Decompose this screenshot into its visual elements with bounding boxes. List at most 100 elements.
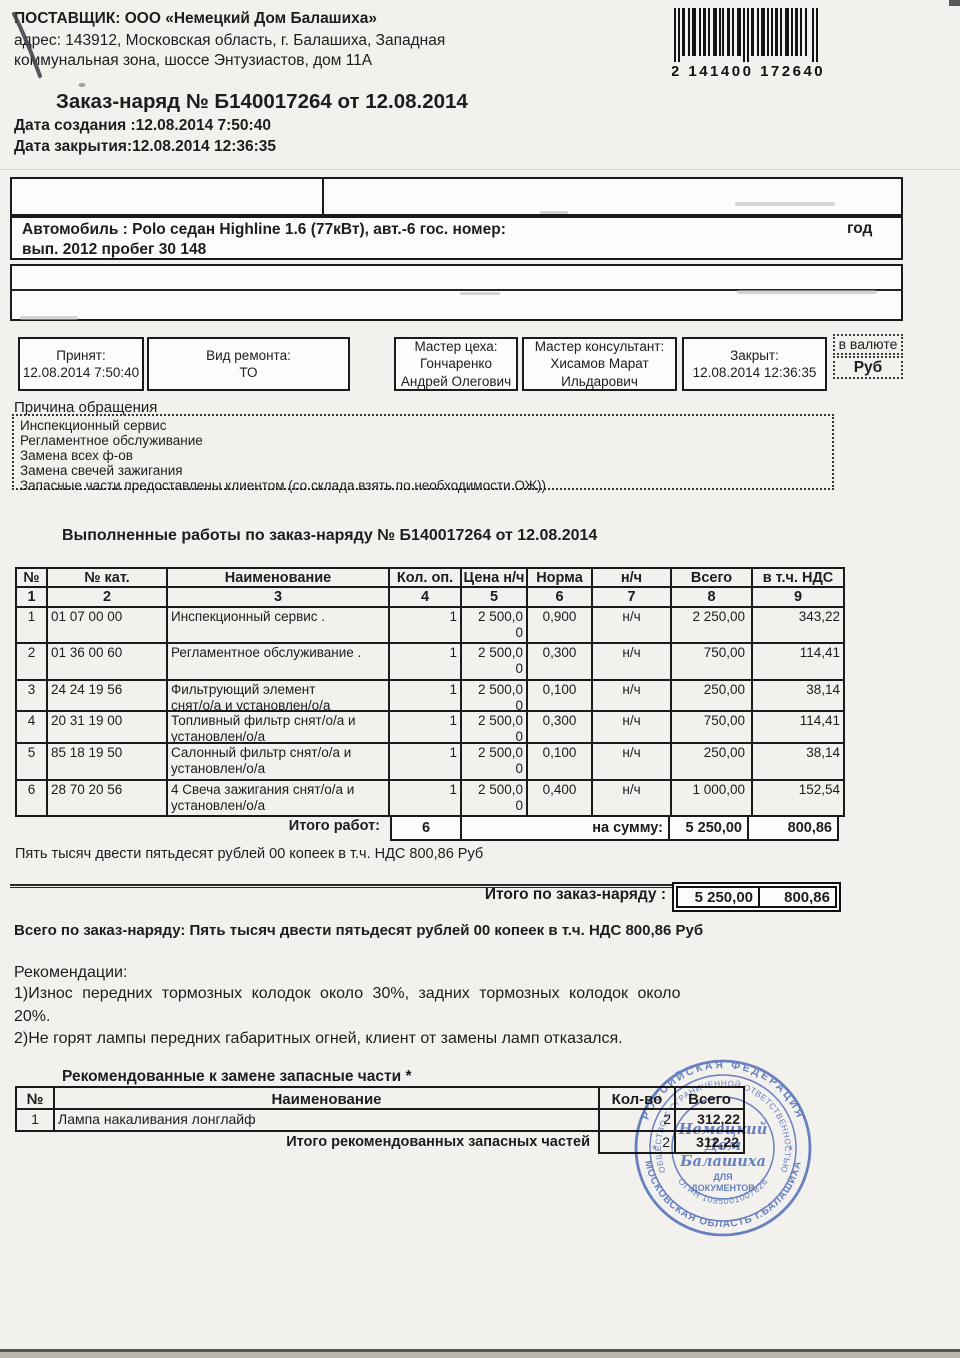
works-cell: Фильтрующий элемент снят/о/а и установле… (168, 681, 390, 712)
reason-item: Запасные части предоставлены клиентом (с… (20, 478, 546, 493)
works-cell: 3 (15, 681, 48, 712)
works-cell: 1 (390, 644, 462, 681)
accepted-box: Принят: 12.08.2014 7:50:40 (18, 337, 144, 391)
works-cell: Салонный фильтр снят/о/а и установлен/о/… (168, 744, 390, 781)
order-total-sum: 5 250,00 (676, 886, 760, 908)
works-cell: 1 (15, 608, 48, 644)
recommendation-line: 20%. (14, 1008, 51, 1025)
spare-cell: Лампа накаливания лонглайф (55, 1110, 600, 1132)
works-header-cell: н/ч (593, 567, 672, 588)
double-rule (10, 884, 672, 888)
works-cell: 6 (15, 781, 48, 817)
works-colnum-cell: 5 (462, 588, 528, 608)
currency-label-box: в валюте (833, 334, 903, 355)
scan-artifact-smudge (735, 202, 835, 206)
works-cell: 2 (15, 644, 48, 681)
stamp-center-line1: Немецкий (678, 1121, 767, 1138)
owner-info-box (10, 264, 903, 321)
works-header-cell: в т.ч. НДС (753, 567, 845, 588)
barcode-number: 2 141400 172640 (672, 63, 824, 80)
stamp-star-right: * (788, 1142, 793, 1157)
scan-artifact-smudge (460, 292, 500, 295)
amount-in-words: Пять тысяч двести пятьдесят рублей 00 ко… (15, 846, 484, 862)
works-cell: 2 500,0 0 (462, 744, 528, 781)
works-cell: 01 36 00 60 (48, 644, 168, 681)
supplier-name: ПОСТАВЩИК: ООО «Немецкий Дом Балашиха» (14, 10, 377, 27)
works-total-row: Итого работ: 6 на сумму: 5 250,00 800,86 (15, 815, 839, 841)
scan-artifact-faint-line (0, 169, 960, 170)
works-header-cell: № (15, 567, 48, 588)
order-total-vat: 800,86 (758, 886, 837, 908)
works-colnum-cell: 4 (390, 588, 462, 608)
works-cell: 1 (390, 781, 462, 817)
scan-artifact-smudge (540, 211, 568, 214)
works-cell: 0,100 (528, 681, 593, 712)
scan-artifact-bottom-band (0, 1352, 960, 1358)
spare-cell: 1 (15, 1110, 55, 1132)
scan-artifact-corner (949, 0, 960, 6)
works-colnum-cell: 9 (753, 588, 845, 608)
works-cell: Топливный фильтр снят/о/а и установлен/о… (168, 712, 390, 744)
works-cell: Регламентное обслуживание . (168, 644, 390, 681)
works-colnum-cell: 6 (528, 588, 593, 608)
works-total-qty: 6 (390, 815, 462, 841)
spare-total-label: Итого рекомендованных запасных частей (286, 1134, 590, 1150)
spare-total-sum: 312,22 (674, 1130, 745, 1154)
reason-label: Причина обращения (14, 399, 158, 416)
works-cell: Инспекционный сервис . (168, 608, 390, 644)
works-cell: 24 24 19 56 (48, 681, 168, 712)
works-cell: 250,00 (672, 681, 753, 712)
works-cell: 85 18 19 50 (48, 744, 168, 781)
works-cell: 1 (390, 744, 462, 781)
shop-master-box: Мастер цеха: Гончаренко Андрей Олегович (394, 337, 518, 391)
scan-artifact-bottom-line (0, 1349, 960, 1352)
vehicle-line-1: Автомобиль : Polo седан Highline 1.6 (77… (22, 221, 506, 238)
vehicle-box: Автомобиль : Polo седан Highline 1.6 (77… (10, 216, 903, 260)
stamp-center-line2: Дом (704, 1137, 741, 1154)
works-cell: н/ч (593, 744, 672, 781)
works-colnum-cell: 1 (15, 588, 48, 608)
stamp-purpose-line1: ДЛЯ (713, 1172, 732, 1182)
works-colnum-cell: 7 (593, 588, 672, 608)
supplier-address-line2: коммунальная зона, шоссе Энтузиастов, до… (14, 52, 373, 69)
order-title: Заказ-наряд № Б140017264 от 12.08.2014 (56, 90, 468, 113)
works-cell: 343,22 (753, 608, 845, 644)
pen-mark (12, 12, 86, 87)
works-cell: 2 500,0 0 (462, 712, 528, 744)
recommendations-title: Рекомендации: (14, 964, 128, 981)
works-cell: 2 500,0 0 (462, 608, 528, 644)
works-cell: 5 (15, 744, 48, 781)
works-cell: 0,300 (528, 712, 593, 744)
vehicle-year-label: год (847, 220, 873, 237)
works-cell: 750,00 (672, 712, 753, 744)
works-cell: 114,41 (753, 712, 845, 744)
works-colnum-cell: 3 (168, 588, 390, 608)
works-cell: 4 Свеча зажигания снят/о/а и установлен/… (168, 781, 390, 817)
vehicle-line-2: вып. 2012 пробег 30 148 (22, 241, 207, 258)
works-cell: 1 000,00 (672, 781, 753, 817)
works-cell: 0,900 (528, 608, 593, 644)
works-header-cell: Наименование (168, 567, 390, 588)
scan-artifact-smudge (20, 316, 78, 320)
works-cell: 38,14 (753, 681, 845, 712)
works-cell: 0,100 (528, 744, 593, 781)
spare-header-cell: № (15, 1086, 55, 1110)
owner-info-divider (12, 289, 901, 291)
works-cell: 114,41 (753, 644, 845, 681)
recommendation-line: 2)Не горят лампы передних габаритных огн… (14, 1030, 623, 1047)
stamp-center-line3: Балашиха (679, 1153, 766, 1170)
order-total-words: Всего по заказ-наряду: Пять тысяч двести… (14, 922, 704, 939)
works-title: Выполненные работы по заказ-наряду № Б14… (62, 527, 598, 544)
currency-value-box: Руб (833, 356, 903, 379)
works-cell: 2 500,0 0 (462, 781, 528, 817)
client-info-divider (322, 179, 324, 214)
spare-parts-title: Рекомендованные к замене запасные части … (62, 1068, 412, 1085)
works-cell: 1 (390, 712, 462, 744)
works-total-label: Итого работ: (288, 818, 380, 834)
reason-item: Замена всех ф-ов (20, 448, 133, 463)
order-total-box: 5 250,00 800,86 (672, 882, 841, 912)
works-total-vat: 800,86 (747, 815, 839, 841)
works-cell: 0,400 (528, 781, 593, 817)
works-cell: 1 (390, 608, 462, 644)
works-cell: 4 (15, 712, 48, 744)
